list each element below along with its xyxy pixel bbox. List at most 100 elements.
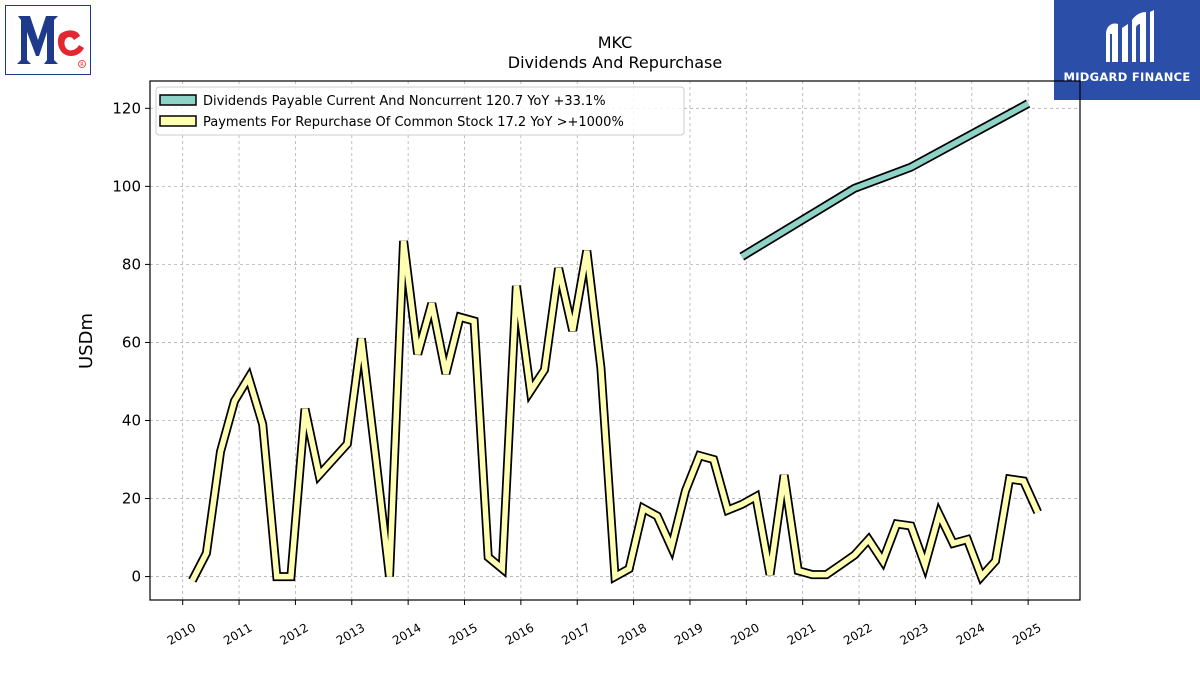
- series-line: [740, 101, 1030, 259]
- series-line: [189, 240, 1041, 582]
- data-point: [993, 559, 998, 564]
- x-tick-label: 2019: [672, 620, 705, 647]
- data-point: [725, 508, 730, 513]
- data-point: [415, 352, 420, 357]
- data-point: [331, 457, 336, 462]
- data-point: [796, 568, 801, 573]
- data-point: [556, 266, 561, 271]
- midgard-logo-icon: [1106, 10, 1154, 62]
- data-point: [669, 545, 674, 550]
- data-point: [655, 514, 660, 519]
- data-point: [472, 319, 477, 324]
- data-point: [613, 574, 618, 579]
- legend-swatch: [159, 115, 197, 127]
- data-point: [641, 506, 646, 511]
- x-tick-label: 2020: [728, 620, 761, 647]
- data-point: [542, 367, 547, 372]
- data-point: [190, 578, 195, 583]
- x-tick-label: 2023: [897, 620, 930, 647]
- data-point: [514, 283, 519, 288]
- legend-box: [155, 86, 685, 136]
- data-point: [528, 389, 533, 394]
- legend-label: Dividends Payable Current And Noncurrent…: [203, 94, 606, 109]
- series-lines: [188, 99, 1042, 586]
- data-point: [232, 399, 237, 404]
- data-point: [852, 186, 857, 191]
- midgard-logo: MIDGARD FINANCE: [1054, 0, 1200, 100]
- x-tick-label: 2021: [785, 620, 818, 647]
- y-axis: 0 20 40 60 80 100 120: [112, 99, 150, 586]
- mccormick-logo: R: [5, 5, 91, 75]
- data-point: [739, 254, 744, 259]
- data-point: [894, 521, 899, 526]
- data-point: [923, 562, 928, 567]
- data-point: [1021, 479, 1026, 484]
- x-tick-label: 2010: [165, 620, 198, 647]
- data-point: [908, 523, 913, 528]
- y-axis-label: USDm: [76, 313, 97, 369]
- data-point: [401, 239, 406, 244]
- data-point: [838, 562, 843, 567]
- chart-title: MKC: [598, 33, 633, 52]
- data-point: [274, 574, 279, 579]
- data-point: [387, 574, 392, 579]
- legend-swatch: [159, 94, 197, 106]
- data-point: [570, 328, 575, 333]
- data-point: [683, 488, 688, 493]
- plot-frame: [149, 80, 1081, 601]
- data-point: [697, 453, 702, 458]
- data-point: [866, 537, 871, 542]
- data-point: [204, 551, 209, 556]
- data-point: [739, 502, 744, 507]
- data-point: [458, 315, 463, 320]
- y-tick-label: 40: [122, 411, 141, 429]
- legend-label: Payments For Repurchase Of Common Stock …: [203, 115, 624, 130]
- x-tick-label: 2011: [221, 620, 254, 647]
- y-tick-label: 120: [112, 99, 141, 117]
- y-tick-label: 20: [122, 490, 141, 508]
- y-tick-label: 100: [112, 177, 141, 195]
- data-point: [711, 457, 716, 462]
- data-point: [951, 541, 956, 546]
- data-point: [965, 537, 970, 542]
- data-point: [345, 441, 350, 446]
- data-point: [303, 406, 308, 411]
- x-tick-label: 2017: [559, 620, 592, 647]
- mccormick-logo-icon: R: [17, 16, 86, 68]
- x-tick-label: 2012: [277, 620, 310, 647]
- data-point: [288, 574, 293, 579]
- data-point: [627, 566, 632, 571]
- x-tick-label: 2022: [841, 620, 874, 647]
- data-point: [810, 572, 815, 577]
- data-point: [246, 375, 251, 380]
- x-tick-label: 2014: [390, 620, 423, 647]
- y-tick-label: 0: [131, 568, 141, 586]
- data-point: [782, 473, 787, 478]
- x-tick-label: 2018: [616, 620, 649, 647]
- data-point: [908, 165, 913, 170]
- legend: Dividends Payable Current And Noncurrent…: [155, 86, 685, 136]
- data-point: [768, 572, 773, 577]
- svg-text:R: R: [80, 62, 84, 68]
- data-point: [852, 553, 857, 558]
- x-tick-label: 2024: [954, 620, 987, 647]
- y-tick-label: 80: [122, 255, 141, 273]
- data-point: [218, 449, 223, 454]
- data-point: [443, 371, 448, 376]
- data-point: [500, 566, 505, 571]
- chart-subtitle: Dividends And Repurchase: [508, 53, 722, 72]
- data-point: [359, 336, 364, 341]
- x-tick-label: 2016: [503, 620, 536, 647]
- data-point: [429, 301, 434, 306]
- data-point: [260, 422, 265, 427]
- data-point: [1007, 477, 1012, 482]
- x-tick-label: 2015: [447, 620, 480, 647]
- data-point: [1035, 510, 1040, 515]
- data-point: [880, 559, 885, 564]
- data-point: [598, 365, 603, 370]
- data-point: [937, 512, 942, 517]
- data-point: [486, 555, 491, 560]
- data-point: [979, 574, 984, 579]
- x-tick-label: 2025: [1010, 620, 1043, 647]
